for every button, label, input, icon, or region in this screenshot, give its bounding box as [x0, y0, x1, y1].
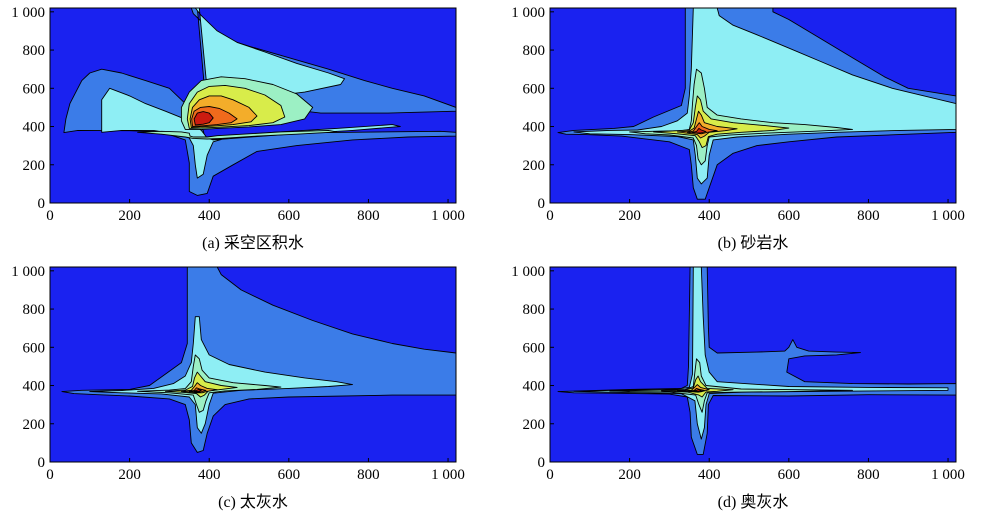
heatmap-chart-d: 0 200 400 600 800 1 000 0 200 400 600 800 1 000 (d) … [511, 264, 965, 511]
contour-region-level-1 [557, 267, 956, 455]
x-tick-label: 600 [278, 467, 301, 483]
x-tick-label: 400 [698, 467, 721, 483]
y-tick-label: 600 [23, 340, 46, 356]
heatmap-chart-a: 0 200 400 600 800 1 000 0 200 400 600 800 1 000 (a) … [11, 5, 465, 252]
y-tick-label: 1 000 [11, 5, 45, 21]
x-tick-label: 0 [546, 208, 554, 224]
x-tick-label: 1 000 [931, 208, 965, 224]
contour-region-level-7 [692, 127, 707, 134]
y-tick-label: 0 [538, 196, 546, 212]
contour-region-level-7 [193, 388, 202, 393]
plot-frame [549, 266, 957, 463]
x-tick-label: 1 000 [431, 208, 465, 224]
x-tick-label: 0 [546, 467, 554, 483]
x-tick-label: 0 [46, 467, 54, 483]
x-tick-label: 600 [778, 467, 801, 483]
y-tick-label: 400 [523, 120, 546, 136]
x-tick-label: 400 [698, 208, 721, 224]
contour-region-level-2 [573, 8, 956, 185]
plot-frame [549, 7, 957, 204]
y-tick-label: 800 [523, 302, 546, 318]
panel-a: 0 200 400 600 800 1 000 0 200 400 600 800 1 000 (a) … [0, 0, 500, 259]
y-tick-label: 0 [38, 455, 46, 471]
y-tick-label: 600 [523, 340, 546, 356]
contour-region-level-3 [609, 358, 853, 413]
x-tick-label: 1 000 [431, 467, 465, 483]
contour-region-level-2 [101, 87, 401, 179]
contour-region-level-5 [180, 382, 218, 394]
x-tick-label: 800 [357, 208, 380, 224]
contour-region-level-2 [89, 316, 353, 434]
x-tick-label: 800 [357, 467, 380, 483]
y-tick-label: 600 [23, 81, 46, 97]
contour-region-level-3 [629, 68, 853, 166]
y-tick-label: 600 [523, 81, 546, 97]
y-tick-label: 0 [38, 196, 46, 212]
y-tick-label: 200 [23, 417, 46, 433]
y-tick-label: 400 [23, 120, 46, 136]
y-tick-label: 200 [23, 158, 46, 174]
x-tick-label: 200 [118, 467, 141, 483]
x-tick-label: 600 [778, 208, 801, 224]
y-tick-label: 200 [523, 417, 546, 433]
y-tick-label: 400 [23, 379, 46, 395]
heatmap-chart-b: 0 200 400 600 800 1 000 0 200 400 600 800 1 000 (b) … [511, 5, 965, 252]
x-tick-label: 200 [618, 467, 641, 483]
y-tick-label: 1 000 [511, 5, 545, 21]
panel-d: 0 200 400 600 800 1 000 0 200 400 600 800 1 000 (d) … [500, 259, 1000, 518]
panel-caption: (a) 采空区积水 [202, 234, 304, 252]
x-tick-label: 200 [618, 208, 641, 224]
y-tick-label: 800 [23, 302, 46, 318]
plot-frame [49, 266, 457, 463]
contour-region-level-4 [653, 95, 790, 149]
x-tick-label: 600 [278, 208, 301, 224]
y-tick-label: 200 [523, 158, 546, 174]
panel-b: 0 200 400 600 800 1 000 0 200 400 600 800 1 000 (b) … [500, 0, 1000, 259]
x-tick-label: 800 [857, 208, 880, 224]
x-tick-label: 400 [198, 208, 221, 224]
x-tick-label: 1 000 [931, 467, 965, 483]
y-tick-label: 0 [538, 455, 546, 471]
contour-region-level-6 [686, 122, 718, 135]
heatmap-chart-c: 0 200 400 600 800 1 000 0 200 400 600 800 1 000 (c) … [11, 264, 465, 511]
contour-region-level-1 [63, 68, 456, 196]
plot-frame [49, 7, 457, 204]
y-tick-label: 800 [523, 43, 546, 59]
y-tick-label: 400 [523, 379, 546, 395]
contour-region-level-7 [193, 111, 214, 126]
panel-caption: (d) 奥灰水 [718, 493, 789, 511]
panel-caption: (c) 太灰水 [218, 493, 288, 511]
contour-region-level-1 [61, 267, 456, 453]
x-tick-label: 400 [198, 467, 221, 483]
contour-region-level-2 [573, 267, 949, 440]
x-tick-label: 0 [46, 208, 54, 224]
x-tick-label: 800 [857, 467, 880, 483]
y-tick-label: 800 [23, 43, 46, 59]
contour-region-level-3 [137, 129, 338, 140]
panel-c: 0 200 400 600 800 1 000 0 200 400 600 800 1 000 (c) … [0, 259, 500, 518]
y-tick-label: 1 000 [11, 264, 45, 280]
y-tick-label: 1 000 [511, 264, 545, 280]
x-tick-label: 200 [118, 208, 141, 224]
panel-caption: (b) 砂岩水 [718, 234, 789, 252]
contour-region-level-7 [692, 389, 702, 392]
